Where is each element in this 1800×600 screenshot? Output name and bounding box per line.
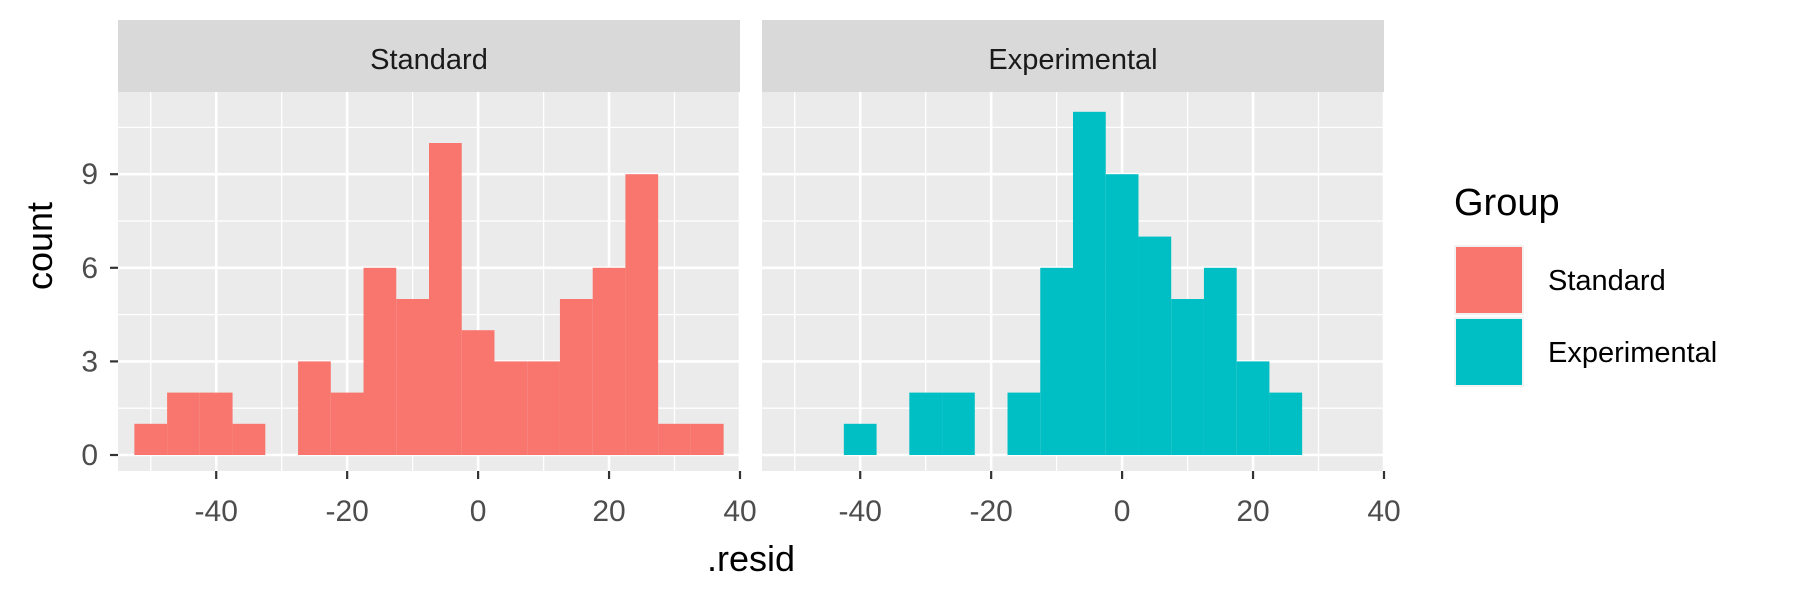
y-tick-label: 9 [81,158,98,191]
histogram-bar [396,299,429,455]
histogram-bar [167,392,200,455]
legend-label-standard: Standard [1548,265,1666,297]
y-axis-title: count [19,202,60,290]
histogram-bar [527,361,560,455]
histogram-bar [658,423,691,455]
y-tick-label: 0 [81,439,98,472]
legend-label-experimental: Experimental [1548,337,1717,369]
histogram-bar [1269,392,1303,455]
y-tick-label: 6 [81,252,98,285]
histogram-bar [1007,392,1041,455]
axes-layer: -40 -20 0 20 40 -40 -20 0 20 40 0 3 6 9 [81,158,1400,528]
histogram-bar [330,392,364,455]
histogram-bar [461,330,495,455]
x-axis-title: .resid [707,538,795,579]
histogram-bar [1040,267,1073,455]
facet-strip [118,20,740,92]
x-tick-label: 40 [1367,495,1400,528]
histogram-bar [843,423,877,455]
x-tick-label: 0 [470,495,487,528]
histogram-bar [1236,361,1270,455]
y-tick-label: 3 [81,345,98,378]
histogram-bar [199,392,233,455]
legend-key-swatch [1456,319,1522,385]
histogram-bar [559,299,593,455]
facet-panel-standard: Standard [118,20,742,471]
histogram-bar [1203,267,1237,455]
histogram-bar [592,267,626,455]
histogram-bar [690,423,724,455]
histogram-bar [1073,111,1106,456]
x-tick-label: -20 [969,495,1012,528]
histogram-bar [232,423,266,455]
histogram-bar [909,392,943,455]
facet-panel-experimental: Experimental [762,20,1386,471]
x-tick-label: -20 [325,495,368,528]
legend: Group Standard Experimental [1454,182,1717,387]
histogram-bar [134,423,168,455]
histogram-bar [1171,299,1204,455]
x-tick-label: -40 [839,495,882,528]
facet-strip-label: Standard [370,44,488,76]
x-tick-label: -40 [195,495,238,528]
histogram-bar [942,392,975,455]
histogram-bar [363,267,397,455]
histogram-bar [494,361,528,455]
x-tick-label: 0 [1114,495,1131,528]
x-tick-label: 20 [592,495,625,528]
histogram-bar [1138,236,1172,455]
histogram-bar [625,174,659,455]
legend-title: Group [1454,182,1560,224]
x-tick-label: 20 [1236,495,1269,528]
histogram-bar [1105,174,1139,455]
histogram-bar [298,361,331,455]
legend-key-swatch [1456,247,1522,313]
facet-strip [762,20,1384,92]
facets-layer: Standard Experimental [118,20,1386,471]
x-tick-label: 40 [723,495,756,528]
facet-strip-label: Experimental [988,44,1157,76]
histogram-bar [429,143,462,455]
